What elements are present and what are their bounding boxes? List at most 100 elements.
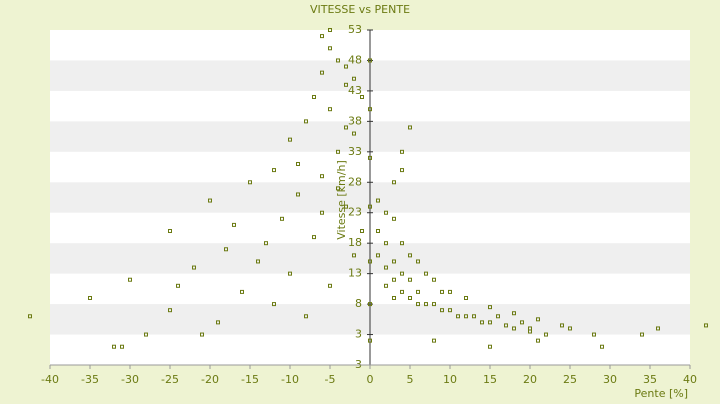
- point: [344, 82, 348, 87]
- y-tick-label: 13: [348, 267, 362, 280]
- point: [88, 296, 92, 300]
- x-tick-label: 10: [443, 373, 457, 386]
- x-tick-label: 0: [367, 373, 374, 386]
- point: [640, 332, 644, 337]
- point: [296, 162, 300, 166]
- point: [304, 314, 308, 319]
- point: [312, 95, 316, 99]
- point: [168, 229, 172, 233]
- point: [368, 58, 372, 63]
- point: [656, 326, 660, 331]
- point: [320, 70, 324, 75]
- point: [376, 229, 380, 233]
- point: [328, 283, 332, 288]
- point: [360, 95, 364, 99]
- point: [200, 332, 204, 337]
- point: [248, 180, 252, 185]
- point: [400, 149, 404, 154]
- y-tick-label: 33: [348, 145, 362, 158]
- x-tick-label: -25: [161, 373, 179, 386]
- point: [336, 149, 340, 154]
- point: [504, 323, 508, 328]
- x-tick-label: -40: [41, 373, 59, 386]
- point: [168, 308, 172, 313]
- x-tick-label: 15: [483, 373, 497, 386]
- point: [264, 241, 268, 246]
- point: [216, 320, 220, 325]
- x-tick-label: -35: [81, 373, 99, 386]
- point: [416, 259, 420, 264]
- x-tick-label: -10: [281, 373, 299, 386]
- point: [208, 198, 212, 203]
- x-tick-label: 35: [643, 373, 657, 386]
- point: [496, 314, 500, 319]
- point: [344, 204, 348, 209]
- point: [424, 302, 428, 307]
- point: [240, 289, 244, 294]
- point: [408, 296, 412, 300]
- point: [392, 216, 396, 221]
- x-tick-label: 30: [603, 373, 617, 386]
- y-tick-label: 48: [348, 53, 362, 66]
- point: [472, 314, 476, 319]
- y-tick-label: 18: [348, 236, 362, 249]
- point: [328, 28, 332, 32]
- y-tick-label: 38: [348, 114, 362, 127]
- point: [368, 302, 372, 307]
- point: [448, 308, 452, 313]
- point: [320, 34, 324, 39]
- y-tick-label: 8: [355, 297, 362, 310]
- point: [296, 192, 300, 197]
- point: [536, 317, 540, 322]
- point: [320, 174, 324, 179]
- point: [416, 289, 420, 294]
- point: [408, 253, 412, 258]
- point: [192, 265, 196, 270]
- chart-title: VITESSE vs PENTE: [310, 3, 410, 16]
- point: [408, 125, 412, 130]
- point: [392, 277, 396, 282]
- x-tick-label: -20: [201, 373, 219, 386]
- point: [256, 259, 260, 264]
- y-tick-label: 3: [355, 328, 362, 341]
- point: [392, 259, 396, 264]
- point: [288, 137, 292, 142]
- point: [344, 125, 348, 130]
- point: [592, 332, 596, 337]
- point: [368, 107, 372, 112]
- point: [408, 277, 412, 282]
- point: [536, 338, 540, 343]
- point: [376, 198, 380, 203]
- point: [336, 186, 340, 191]
- point: [488, 305, 492, 310]
- x-tick-label: -30: [121, 373, 139, 386]
- x-tick-label: 40: [683, 373, 697, 386]
- point: [432, 338, 436, 343]
- point: [544, 332, 548, 337]
- point: [384, 283, 388, 288]
- x-tick-label: -5: [325, 373, 336, 386]
- point: [568, 326, 572, 331]
- x-tick-label: 5: [407, 373, 414, 386]
- point: [280, 216, 284, 221]
- point: [480, 320, 484, 325]
- y-tick-label: 43: [348, 84, 362, 97]
- point: [176, 283, 180, 288]
- point: [488, 320, 492, 325]
- point: [344, 64, 348, 69]
- point: [328, 46, 332, 51]
- point: [600, 344, 604, 349]
- point: [392, 296, 396, 300]
- point: [352, 253, 356, 258]
- point: [512, 311, 516, 316]
- point: [384, 265, 388, 270]
- point: [312, 235, 316, 240]
- point: [384, 241, 388, 246]
- point: [352, 76, 356, 81]
- point: [320, 210, 324, 215]
- point: [328, 107, 332, 112]
- point: [224, 247, 228, 252]
- point: [448, 289, 452, 294]
- point: [352, 131, 356, 136]
